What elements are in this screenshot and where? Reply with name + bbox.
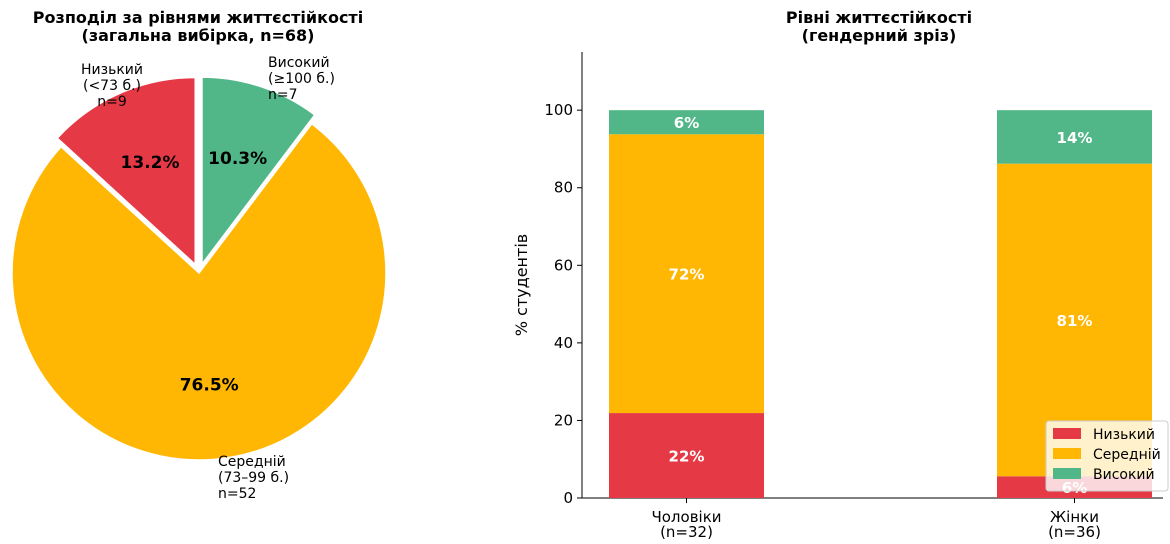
- legend-swatch: [1053, 448, 1081, 459]
- y-tick-label: 40: [554, 334, 573, 352]
- pie-label-high: Високий (≥100 б.) n=7: [268, 55, 335, 103]
- pie-slice-low: [56, 76, 196, 267]
- bar-chart-title: Рівні життєстійкості (гендерний зріз): [786, 8, 972, 45]
- pie-chart: Розподіл за рівнями життєстійкості (загал…: [11, 8, 387, 502]
- legend: Низький Середній Високий: [1045, 420, 1169, 492]
- legend-label: Середній: [1093, 447, 1161, 463]
- pie-title: Розподіл за рівнями життєстійкості (загал…: [33, 8, 363, 45]
- bar-value-label: 6%: [674, 114, 699, 132]
- bar-value-label: 72%: [669, 266, 705, 284]
- legend-label: Високий: [1093, 467, 1155, 483]
- stacked-bar-chart: Рівні життєстійкості (гендерний зріз) 0 20 4…: [512, 8, 1169, 541]
- legend-label: Низький: [1093, 427, 1155, 443]
- pie-slice-mid: [11, 122, 387, 461]
- pie-label-mid: Середній (73–99 б.) n=52: [218, 454, 289, 502]
- y-tick-label: 80: [554, 179, 573, 197]
- pie-percent-mid: 76.5%: [180, 376, 239, 396]
- y-tick-label: 60: [554, 256, 573, 274]
- pie-label-low: Низький (<73 б.) n=9: [81, 62, 143, 110]
- y-tick-label: 100: [544, 101, 573, 119]
- pie-percent-high: 10.3%: [208, 149, 267, 169]
- y-tick-label: 0: [563, 489, 573, 507]
- bar-segment-high: [997, 110, 1152, 164]
- bar-value-label: 14%: [1057, 129, 1093, 147]
- legend-swatch: [1053, 468, 1081, 479]
- y-axis-label: % студентів: [512, 234, 531, 336]
- bar-segment-mid: [609, 134, 764, 414]
- bar-value-label: 81%: [1057, 312, 1093, 330]
- bar-value-label: 22%: [669, 448, 705, 466]
- y-tick-label: 20: [554, 411, 573, 429]
- bar-segment-high: [609, 110, 764, 135]
- x-tick-label: Жінки (n=36): [1048, 508, 1101, 541]
- pie-percent-low: 13.2%: [121, 153, 180, 173]
- x-tick-label: Чоловіки (n=32): [651, 508, 721, 541]
- pie-slice-high: [201, 76, 316, 267]
- bar-segment-low: [609, 413, 764, 498]
- legend-swatch: [1053, 428, 1081, 439]
